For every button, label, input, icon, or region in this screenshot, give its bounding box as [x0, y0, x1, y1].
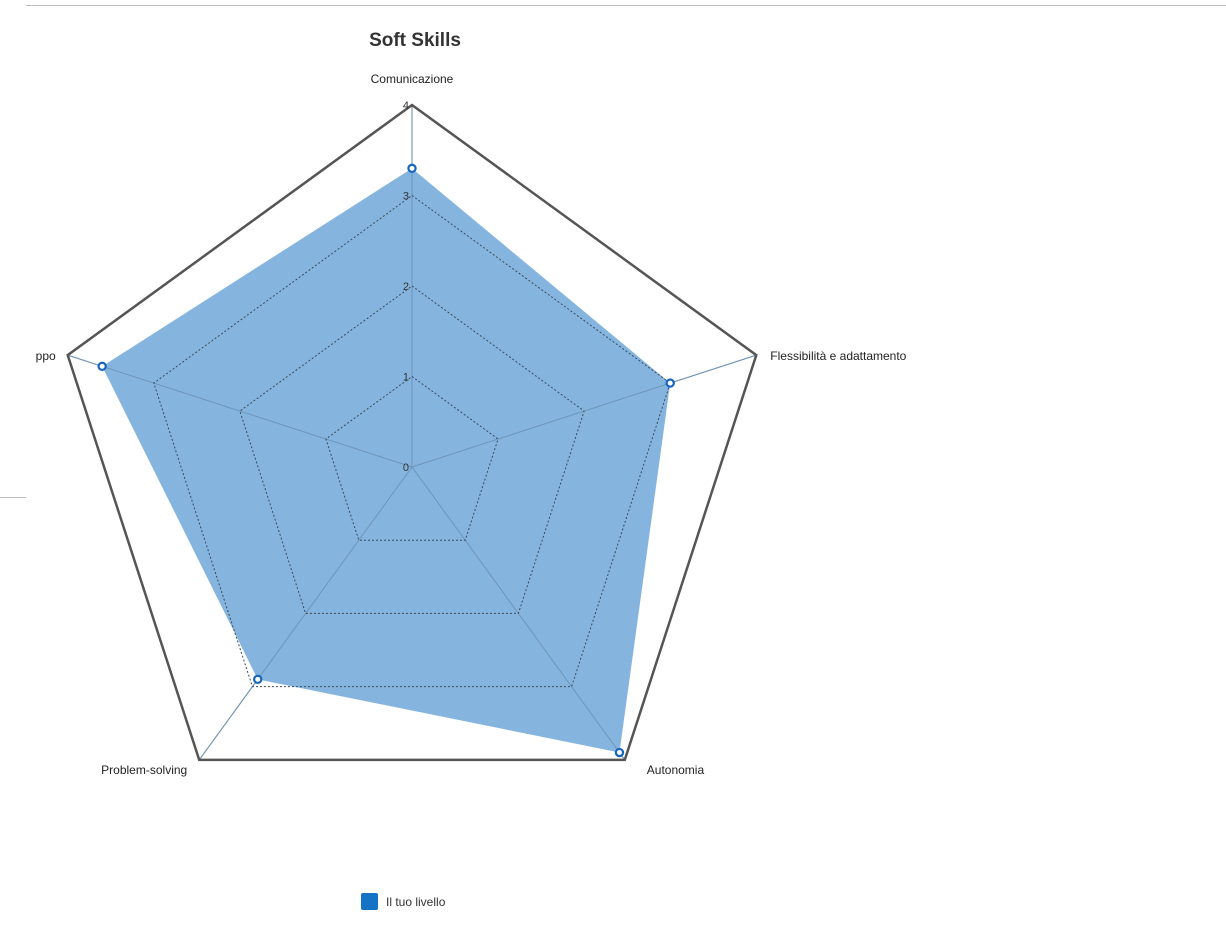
tick-label: 2 [403, 281, 409, 293]
tick-label: 3 [403, 191, 409, 203]
axis-label: ppo [36, 349, 56, 363]
chart-legend[interactable]: Il tuo livello [361, 893, 445, 910]
axis-label: Comunicazione [371, 72, 454, 86]
data-point [665, 378, 675, 388]
left-divider [0, 497, 26, 498]
grid-ring [239, 285, 585, 614]
axis-spoke-overlay [67, 354, 413, 468]
axis-label: Flessibilità e adattamento [770, 349, 906, 363]
grid-ring [325, 375, 499, 541]
axis-spoke-overlay [198, 466, 413, 761]
tick-label: 4 [403, 100, 409, 112]
grid-ring [153, 194, 671, 688]
axis-label: Autonomia [647, 763, 705, 777]
legend-swatch [361, 893, 378, 910]
data-point [253, 674, 263, 685]
data-point [614, 747, 625, 758]
top-divider [26, 5, 1226, 6]
axis-label: Problem-solving [101, 763, 187, 777]
chart-title: Soft Skills [369, 30, 461, 51]
grid-outer-ring [66, 103, 758, 762]
series-area [102, 168, 671, 753]
tick-label: 0 [403, 462, 409, 474]
data-point [407, 163, 417, 174]
data-point [97, 361, 107, 372]
legend-label: Il tuo livello [386, 894, 446, 909]
tick-label: 1 [403, 372, 409, 384]
